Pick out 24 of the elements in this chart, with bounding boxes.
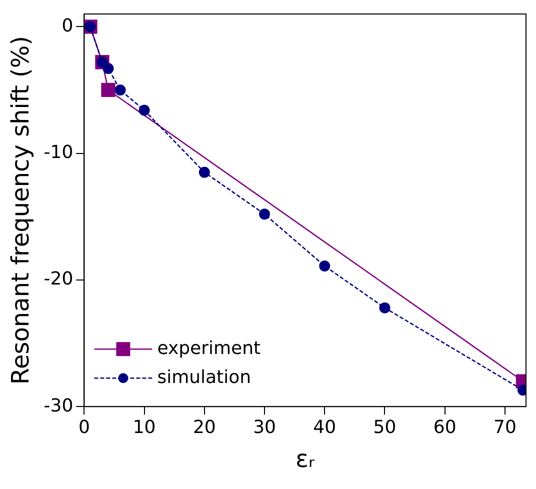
- point: [102, 62, 114, 74]
- x-tick-label: 60: [433, 417, 456, 438]
- legend-label: simulation: [157, 366, 252, 388]
- x-tick-label: 20: [192, 417, 216, 438]
- point: [259, 208, 270, 220]
- x-tick-label: 30: [253, 417, 276, 438]
- point: [138, 104, 150, 116]
- legend-label: experiment: [157, 338, 261, 359]
- y-tick-label: 0: [62, 15, 74, 36]
- x-tick-label: 50: [373, 417, 396, 438]
- y-axis-title: Resonant frequency shift (%): [6, 36, 35, 385]
- x-tick-label: 10: [132, 417, 156, 438]
- x-axis-title: εᵣ: [296, 444, 316, 473]
- point: [198, 166, 210, 178]
- x-tick-label: 70: [494, 417, 516, 438]
- x-tick-label: 40: [313, 417, 336, 438]
- point: [114, 84, 126, 96]
- point: [319, 260, 330, 272]
- point: [101, 82, 116, 98]
- y-tick-label: -10: [44, 142, 74, 163]
- point: [379, 302, 390, 314]
- x-tick-label: 0: [78, 417, 90, 438]
- y-tick-label: -30: [44, 395, 74, 416]
- y-tick-label: -20: [44, 268, 74, 290]
